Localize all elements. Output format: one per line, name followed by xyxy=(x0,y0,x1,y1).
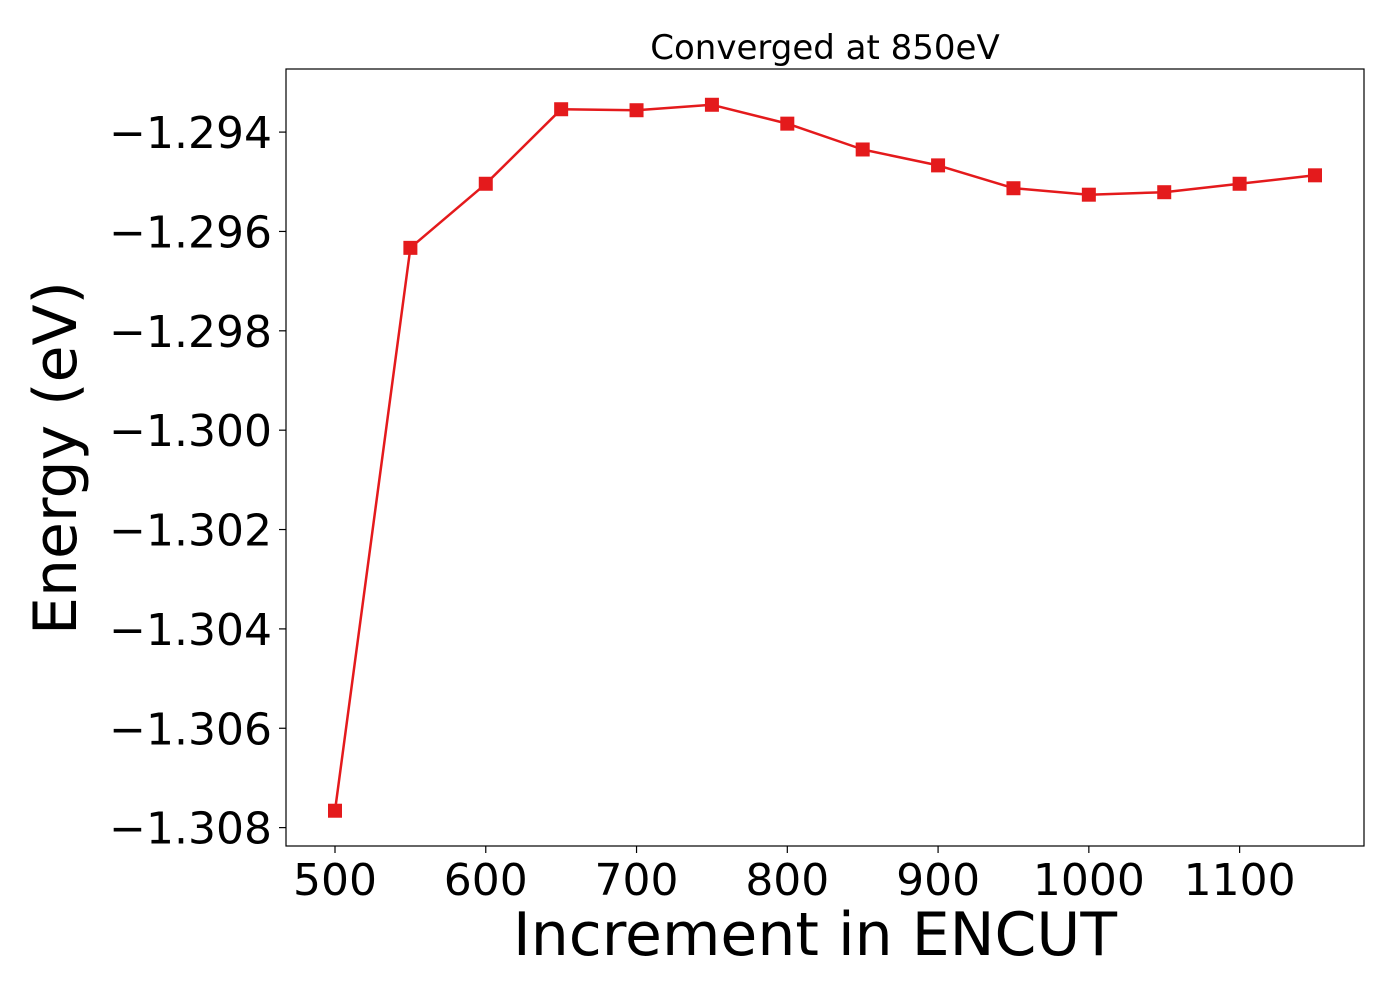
x-tick-label: 800 xyxy=(745,855,829,906)
x-axis-label: Increment in ENCUT xyxy=(513,900,1117,970)
y-tick-label: −1.306 xyxy=(109,704,272,755)
y-tick-label: −1.304 xyxy=(109,605,272,656)
x-tick-label: 500 xyxy=(293,855,377,906)
data-point xyxy=(1308,168,1322,183)
y-axis-label: Energy (eV) xyxy=(21,281,91,635)
data-point xyxy=(403,240,418,255)
x-tick-label: 1000 xyxy=(1033,855,1145,906)
y-tick-label: −1.298 xyxy=(109,307,272,358)
data-point xyxy=(780,116,795,131)
data-point xyxy=(931,158,946,173)
data-point xyxy=(1157,185,1172,200)
data-point xyxy=(704,97,719,112)
y-tick-label: −1.308 xyxy=(109,804,272,855)
x-tick-label: 900 xyxy=(896,855,980,906)
chart-title: Converged at 850eV xyxy=(650,28,999,68)
y-tick-label: −1.302 xyxy=(109,506,272,557)
plot-frame xyxy=(285,68,1365,847)
data-point xyxy=(1232,176,1247,191)
data-point xyxy=(478,176,493,191)
series-layer xyxy=(328,97,1322,818)
x-tick-label: 600 xyxy=(444,855,528,906)
data-point xyxy=(1081,187,1096,202)
y-tick-label: −1.296 xyxy=(109,207,272,258)
series-line xyxy=(333,103,1316,811)
x-tick-label: 1100 xyxy=(1184,855,1296,906)
y-tick-label: −1.294 xyxy=(109,108,272,159)
axis-ticks: 500 600 700 800 900 1000 1100 −1.294 −1.296 −1.29… xyxy=(109,108,1295,906)
data-point xyxy=(855,142,870,157)
data-point xyxy=(554,102,569,117)
data-point xyxy=(629,103,644,118)
y-tick-label: −1.300 xyxy=(109,406,272,457)
data-point xyxy=(328,803,342,818)
x-tick-label: 700 xyxy=(595,855,679,906)
data-point xyxy=(1006,181,1021,196)
